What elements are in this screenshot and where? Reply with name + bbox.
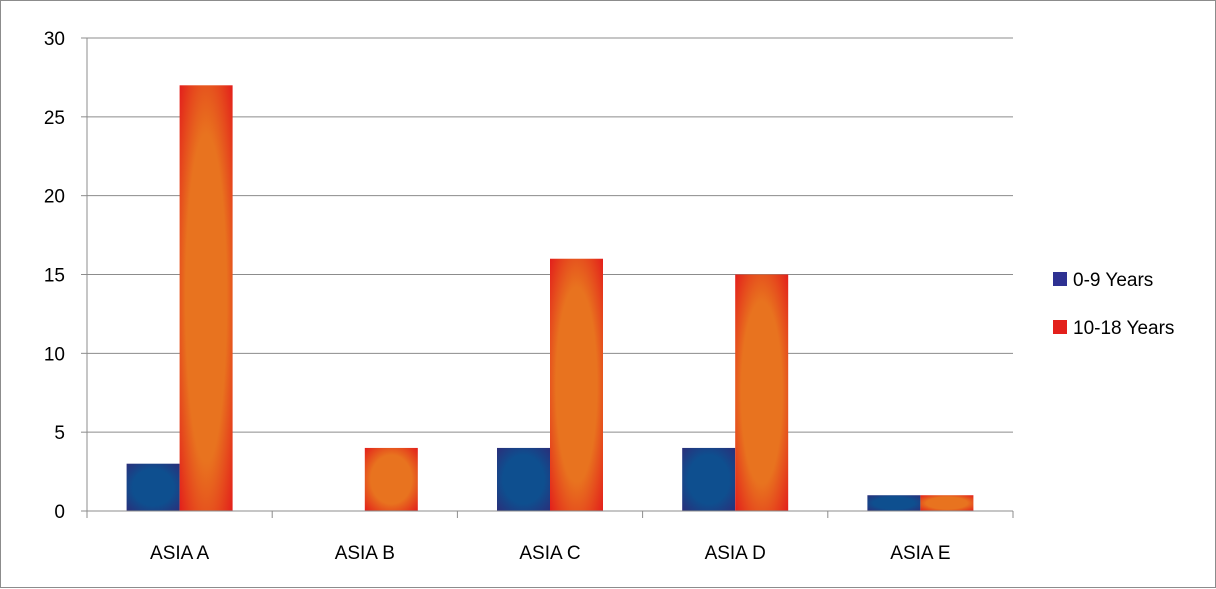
x-tick-label: ASIA A — [150, 543, 209, 564]
x-tick-label: ASIA E — [890, 543, 950, 564]
x-tick-label: ASIA B — [335, 543, 395, 564]
y-tick-label: 0 — [54, 502, 65, 523]
bar-0-9-years-asia-c — [497, 447, 550, 511]
y-axis: 0 5 10 15 20 25 30 — [44, 29, 88, 523]
x-tick-label: ASIA C — [519, 543, 580, 564]
bar-10-18-years-asia-b — [364, 447, 418, 511]
bar-10-18-years-asia-a — [179, 85, 233, 512]
bar-10-18-years-asia-d — [735, 274, 789, 511]
bar-10-18-years-asia-e — [920, 495, 974, 511]
y-tick-label: 20 — [44, 187, 65, 208]
legend-swatch — [1053, 320, 1067, 334]
bar-10-18-years-asia-c — [550, 258, 603, 511]
x-axis: ASIA A ASIA B ASIA C ASIA D ASIA E — [86, 510, 1014, 564]
y-tick-label: 30 — [44, 29, 65, 50]
legend: 0-9 Years 10-18 Years — [1053, 270, 1174, 339]
bar-0-9-years-asia-a — [126, 463, 180, 511]
y-tick-label: 25 — [44, 108, 65, 129]
bars — [126, 85, 974, 512]
y-tick-label: 15 — [44, 266, 65, 287]
bar-0-9-years-asia-e — [867, 495, 921, 511]
legend-swatch — [1053, 272, 1067, 286]
y-tick-label: 5 — [54, 423, 65, 444]
y-tick-label: 10 — [44, 344, 65, 365]
bar-0-9-years-asia-d — [682, 447, 736, 511]
x-tick-label: ASIA D — [705, 543, 766, 564]
legend-label: 0-9 Years — [1073, 270, 1153, 291]
legend-label: 10-18 Years — [1073, 318, 1174, 339]
